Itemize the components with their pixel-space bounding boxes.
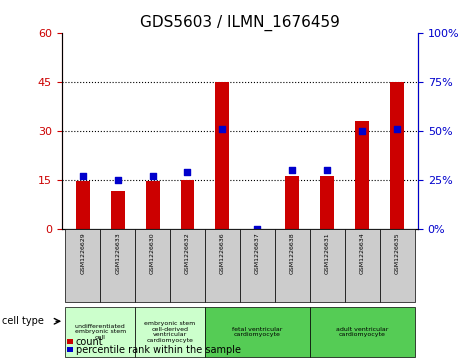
Bar <box>355 121 369 229</box>
FancyBboxPatch shape <box>275 229 310 302</box>
Point <box>149 173 156 179</box>
Point <box>393 126 401 132</box>
Bar <box>145 181 160 229</box>
Point <box>218 126 226 132</box>
FancyBboxPatch shape <box>205 307 310 357</box>
Text: GSM1226631: GSM1226631 <box>325 233 330 274</box>
Bar <box>76 181 90 229</box>
Bar <box>320 176 334 229</box>
Bar <box>111 191 124 229</box>
Text: count: count <box>76 337 104 347</box>
FancyBboxPatch shape <box>135 229 170 302</box>
Text: undifferentiated
embryonic stem
cell: undifferentiated embryonic stem cell <box>75 324 126 340</box>
Point <box>79 173 86 179</box>
FancyBboxPatch shape <box>310 229 345 302</box>
Text: GSM1226637: GSM1226637 <box>255 233 260 274</box>
Text: GSM1226632: GSM1226632 <box>185 233 190 274</box>
Text: GSM1226635: GSM1226635 <box>395 233 399 274</box>
FancyBboxPatch shape <box>100 229 135 302</box>
Point <box>323 167 331 173</box>
FancyBboxPatch shape <box>135 307 205 357</box>
Text: GSM1226633: GSM1226633 <box>115 233 120 274</box>
Point <box>254 226 261 232</box>
Title: GDS5603 / ILMN_1676459: GDS5603 / ILMN_1676459 <box>140 15 340 31</box>
Point <box>358 128 366 134</box>
Text: adult ventricular
cardiomyocyte: adult ventricular cardiomyocyte <box>336 327 388 337</box>
Bar <box>180 180 194 229</box>
FancyBboxPatch shape <box>345 229 380 302</box>
Text: GSM1226634: GSM1226634 <box>360 233 365 274</box>
Text: GSM1226629: GSM1226629 <box>80 233 85 274</box>
Text: fetal ventricular
cardiomyocyte: fetal ventricular cardiomyocyte <box>232 327 283 337</box>
Text: GSM1226638: GSM1226638 <box>290 233 295 274</box>
Bar <box>285 176 299 229</box>
FancyBboxPatch shape <box>240 229 275 302</box>
Bar <box>216 82 229 229</box>
FancyBboxPatch shape <box>380 229 415 302</box>
Point <box>114 177 122 183</box>
FancyBboxPatch shape <box>205 229 240 302</box>
FancyBboxPatch shape <box>310 307 415 357</box>
Point <box>184 169 191 175</box>
FancyBboxPatch shape <box>65 229 100 302</box>
Point <box>288 167 296 173</box>
Bar <box>390 82 404 229</box>
Text: percentile rank within the sample: percentile rank within the sample <box>76 345 241 355</box>
Text: GSM1226630: GSM1226630 <box>150 233 155 274</box>
Text: GSM1226636: GSM1226636 <box>220 233 225 274</box>
FancyBboxPatch shape <box>170 229 205 302</box>
FancyBboxPatch shape <box>65 307 135 357</box>
Text: cell type: cell type <box>2 316 44 326</box>
Text: embryonic stem
cell-derived
ventricular
cardiomyocyte: embryonic stem cell-derived ventricular … <box>144 321 196 343</box>
